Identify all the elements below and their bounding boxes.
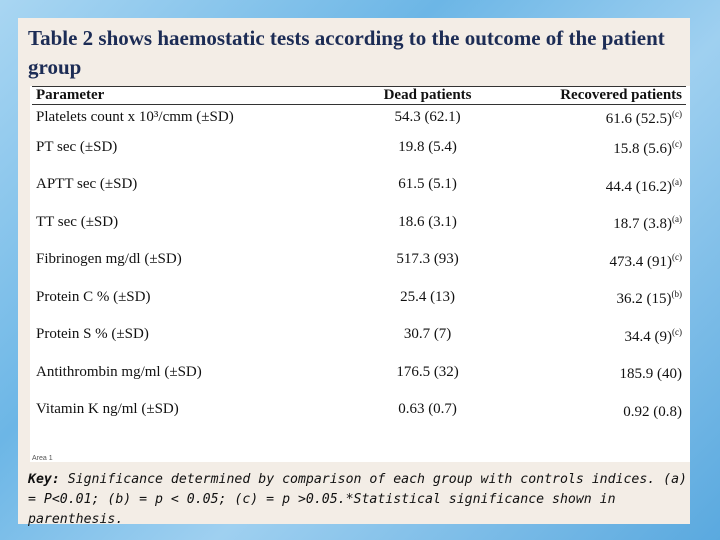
cell-recovered: 34.4 (9)(c): [520, 316, 686, 354]
cell-recovered: 36.2 (15)(b): [520, 278, 686, 316]
table-row: Antithrombin mg/ml (±SD) 176.5 (32) 185.…: [32, 353, 686, 391]
table-row: APTT sec (±SD) 61.5 (5.1) 44.4 (16.2)(a): [32, 166, 686, 204]
cell-recovered: 18.7 (3.8)(a): [520, 203, 686, 241]
cell-recovered: 61.6 (52.5)(c): [520, 105, 686, 129]
cell-recovered: 473.4 (91)(c): [520, 241, 686, 279]
cell-dead: 517.3 (93): [396, 251, 459, 268]
cell-parameter: Vitamin K ng/ml (±SD): [36, 401, 179, 418]
significance-mark: (c): [672, 109, 682, 119]
cell-dead: 30.7 (7): [403, 326, 452, 343]
table-row: Vitamin K ng/ml (±SD) 0.63 (0.7) 0.92 (0…: [32, 391, 686, 429]
cell-dead: 54.3 (62.1): [394, 108, 461, 125]
table-header-row: Parameter Dead patients Recovered patien…: [32, 86, 686, 105]
cell-recovered: 0.92 (0.8): [520, 391, 686, 429]
header-recovered: Recovered patients: [520, 86, 686, 105]
table-row: Platelets count x 10³/cmm (±SD) 54.3 (62…: [32, 105, 686, 129]
recovered-value: 36.2 (15): [616, 291, 672, 308]
cell-recovered: 15.8 (5.6)(c): [520, 128, 686, 166]
cell-parameter: APTT sec (±SD): [36, 176, 138, 193]
recovered-value: 185.9 (40): [619, 366, 683, 383]
cell-recovered: 185.9 (40): [520, 353, 686, 391]
cell-parameter: Fibrinogen mg/dl (±SD): [36, 251, 182, 268]
slide-title: Table 2 shows haemostatic tests accordin…: [28, 26, 665, 79]
cell-parameter: Protein S % (±SD): [36, 326, 149, 343]
key-note: Key: Significance determined by comparis…: [28, 470, 688, 530]
slide: Table 2 shows haemostatic tests accordin…: [18, 18, 690, 527]
cell-dead: 61.5 (5.1): [398, 176, 457, 193]
haemostatic-table: Parameter Dead patients Recovered patien…: [32, 86, 686, 428]
significance-mark: (c): [672, 326, 682, 337]
table-image: Parameter Dead patients Recovered patien…: [30, 86, 690, 462]
cell-parameter: Platelets count x 10³/cmm (±SD): [36, 108, 234, 125]
cell-dead: 19.8 (5.4): [398, 138, 457, 155]
significance-mark: (c): [672, 139, 682, 150]
table-row: Protein S % (±SD) 30.7 (7) 34.4 (9)(c): [32, 316, 686, 354]
cell-dead: 176.5 (32): [396, 363, 459, 380]
cell-parameter: PT sec (±SD): [36, 138, 118, 155]
recovered-value: 18.7 (3.8): [613, 216, 672, 233]
cell-dead: 25.4 (13): [400, 288, 456, 305]
key-text: Significance determined by comparison of…: [28, 472, 687, 527]
recovered-value: 61.6 (52.5): [605, 111, 672, 127]
table-row: Protein C % (±SD) 25.4 (13) 36.2 (15)(b): [32, 278, 686, 316]
recovered-value: 44.4 (16.2): [605, 178, 672, 195]
significance-mark: (c): [672, 251, 682, 262]
key-label: Key:: [28, 472, 60, 487]
recovered-value: 0.92 (0.8): [623, 403, 682, 420]
significance-mark: (b): [671, 289, 683, 300]
cell-parameter: Protein C % (±SD): [36, 288, 151, 305]
header-parameter: Parameter: [32, 86, 336, 105]
significance-mark: (a): [672, 176, 682, 187]
significance-mark: (a): [672, 214, 682, 225]
cell-parameter: TT sec (±SD): [36, 213, 119, 230]
recovered-value: 15.8 (5.6): [613, 141, 672, 158]
cell-dead: 0.63 (0.7): [398, 401, 457, 418]
table-row: Fibrinogen mg/dl (±SD) 517.3 (93) 473.4 …: [32, 241, 686, 279]
corner-note: Area 1: [32, 455, 53, 462]
cell-parameter: Antithrombin mg/ml (±SD): [36, 363, 202, 380]
recovered-value: 34.4 (9): [624, 328, 673, 345]
table-row: TT sec (±SD) 18.6 (3.1) 18.7 (3.8)(a): [32, 203, 686, 241]
cell-recovered: 44.4 (16.2)(a): [520, 166, 686, 204]
cell-dead: 18.6 (3.1): [398, 213, 457, 230]
header-dead: Dead patients: [335, 86, 521, 105]
recovered-value: 473.4 (91): [609, 253, 673, 270]
table-row: PT sec (±SD) 19.8 (5.4) 15.8 (5.6)(c): [32, 128, 686, 166]
